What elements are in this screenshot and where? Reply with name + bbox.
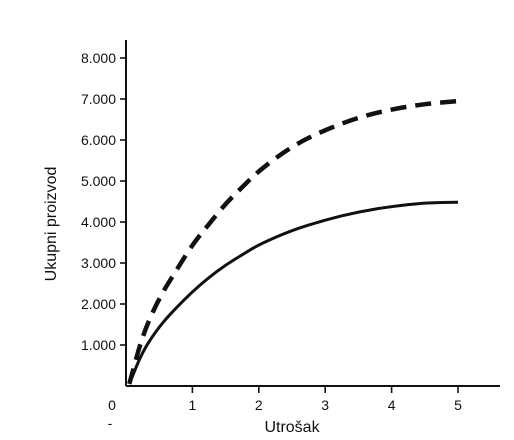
y-tick-label: 2.000 [81,296,116,312]
y-tick-label: 8.000 [81,50,116,66]
axis-dash-label: - [108,415,113,431]
x-axis-title: Utrošak [264,419,320,436]
solid-series-line [127,200,459,385]
y-tick-label: 1.000 [81,337,116,353]
y-axis-title: Ukupni proizvod [43,167,60,282]
y-tick-label: 6.000 [81,132,116,148]
y-tick-label: 3.000 [81,255,116,271]
axes [125,40,500,387]
x-tick-label: 4 [388,397,396,413]
dashed-series-line [127,98,459,385]
x-tick-label: 3 [321,397,329,413]
ticks: 1.000 2.000 3.000 4.000 5.000 6.000 7.000 8.000… [81,50,462,413]
x-tick-label: 1 [189,397,197,413]
y-tick-label: 5.000 [81,173,116,189]
plot-lines [127,98,459,385]
x-tick-label: 0 [108,397,116,413]
x-tick-label: 5 [454,397,462,413]
y-tick-label: 4.000 [81,214,116,230]
x-tick-label: 2 [255,397,263,413]
y-tick-label: 7.000 [81,91,116,107]
